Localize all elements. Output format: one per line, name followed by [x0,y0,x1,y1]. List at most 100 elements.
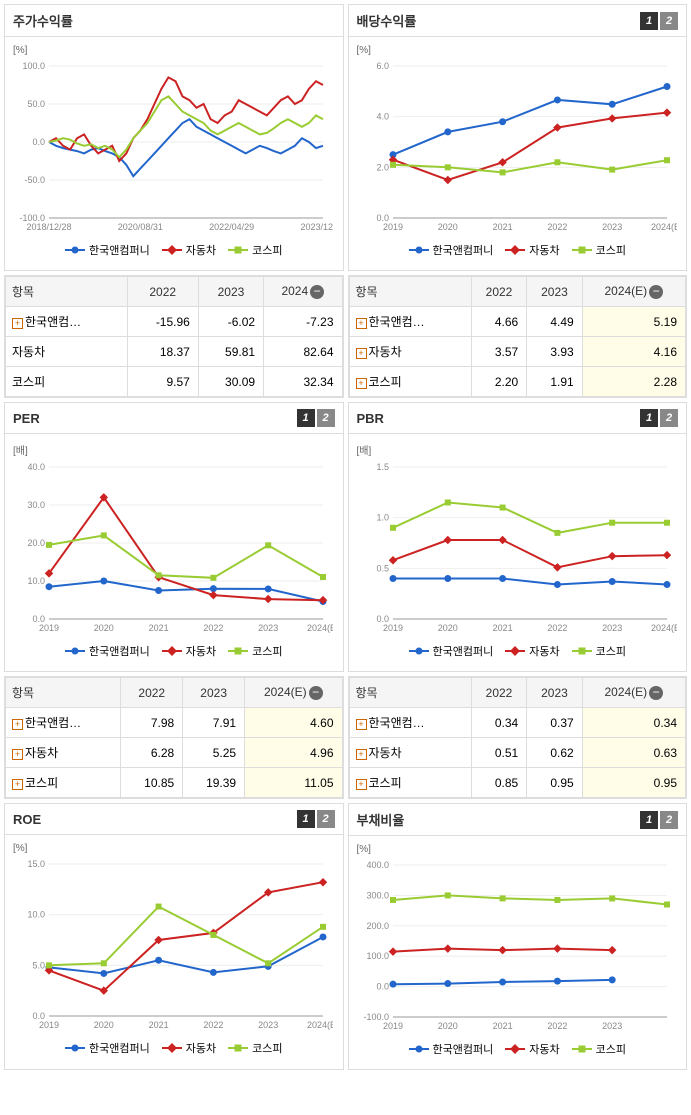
tab-2[interactable]: 2 [317,409,335,427]
collapse-icon[interactable]: − [649,686,663,700]
table-cell: -7.23 [264,307,342,337]
legend-item: 코스피 [572,643,626,659]
table-cell: 19.39 [183,768,245,798]
table-row: +코스피2.201.912.28 [349,367,686,397]
expand-icon[interactable]: + [356,378,367,389]
svg-text:2023: 2023 [258,623,278,633]
legend-item: 한국앤컴퍼니 [65,1040,150,1056]
panel-title: 배당수익률 [357,11,417,30]
svg-text:2024(E): 2024(E) [307,1020,333,1030]
table-header: 2023 [527,678,582,708]
table-header: 2024− [264,277,342,307]
svg-text:100.0: 100.0 [366,951,389,961]
table-cell: 18.37 [127,337,198,367]
tab-group: 12 [640,409,678,427]
svg-text:2020: 2020 [437,623,457,633]
table-row: +한국앤컴…-15.96-6.02-7.23 [6,307,343,337]
svg-text:0.5: 0.5 [376,563,389,573]
legend-marker-icon [409,249,429,251]
chart-area: [%]-100.00.0100.0200.0300.0400.020192020… [349,836,687,1069]
tab-2[interactable]: 2 [317,810,335,828]
chart-panel-debt_ratio: 부채비율12[%]-100.00.0100.0200.0300.0400.020… [348,803,688,1070]
legend-item: 한국앤컴퍼니 [409,643,494,659]
unit-label: [배] [13,442,335,457]
legend-item: 코스피 [228,242,282,258]
row-label: +자동차 [349,738,471,768]
panel-header: 부채비율 12 [349,804,687,836]
expand-icon[interactable]: + [356,318,367,329]
svg-text:2019: 2019 [382,623,402,633]
tab-2[interactable]: 2 [660,12,678,30]
legend-label: 한국앤컴퍼니 [433,1041,494,1057]
tab-2[interactable]: 2 [660,409,678,427]
legend-label: 자동차 [186,1040,216,1056]
tab-2[interactable]: 2 [660,811,678,829]
tab-1[interactable]: 1 [297,409,315,427]
table-row: +코스피10.8519.3911.05 [6,768,343,798]
expand-icon[interactable]: + [356,749,367,760]
collapse-icon[interactable]: − [310,285,324,299]
table-cell: 9.57 [127,367,198,397]
table-row: 코스피9.5730.0932.34 [6,367,343,397]
row-label: +한국앤컴… [349,307,471,337]
chart-legend: 한국앤컴퍼니 자동차 코스피 [13,1036,335,1060]
expand-icon[interactable]: + [12,749,23,760]
legend-marker-icon [409,650,429,652]
expand-icon[interactable]: + [356,719,367,730]
svg-text:2023: 2023 [602,623,622,633]
data-table: 항목202220232024(E)−+한국앤컴…7.987.914.60+자동차… [5,677,343,798]
legend-item: 코스피 [228,1040,282,1056]
legend-marker-icon [505,650,525,652]
chart-svg: 0.010.020.030.040.0201920202021202220232… [13,459,333,639]
chart-panel-price_return: 주가수익률[%]-100.0-50.00.050.0100.02018/12/2… [4,4,344,271]
table-cell: 4.49 [527,307,582,337]
expand-icon[interactable]: + [12,779,23,790]
legend-label: 자동차 [529,242,559,258]
chart-area: [%]-100.0-50.00.050.0100.02018/12/282020… [5,37,343,270]
svg-text:15.0: 15.0 [27,859,45,869]
svg-text:0.0: 0.0 [376,982,389,992]
panel-title: 부채비율 [357,810,405,829]
table-cell: 2.28 [582,367,685,397]
collapse-icon[interactable]: − [649,285,663,299]
expand-icon[interactable]: + [12,318,23,329]
tab-1[interactable]: 1 [640,12,658,30]
tab-1[interactable]: 1 [297,810,315,828]
row-label: 코스피 [6,367,128,397]
collapse-icon[interactable]: − [309,686,323,700]
table-header: 2022 [121,678,183,708]
legend-label: 자동차 [529,1041,559,1057]
legend-marker-icon [228,650,248,652]
panel-header: 배당수익률 12 [349,5,687,37]
expand-icon[interactable]: + [356,348,367,359]
legend-label: 한국앤컴퍼니 [89,643,150,659]
table-row: +코스피0.850.950.95 [349,768,686,798]
panel-header: ROE12 [5,804,343,835]
table-cell: 10.85 [121,768,183,798]
legend-item: 자동차 [162,643,216,659]
tab-1[interactable]: 1 [640,409,658,427]
svg-text:2023: 2023 [602,1021,622,1031]
table-row: +한국앤컴…4.664.495.19 [349,307,686,337]
expand-icon[interactable]: + [12,719,23,730]
table-cell: 4.60 [245,708,342,738]
panel-header: PER12 [5,403,343,434]
legend-item: 코스피 [228,643,282,659]
legend-marker-icon [228,1047,248,1049]
expand-icon[interactable]: + [356,779,367,790]
svg-text:2020: 2020 [437,1021,457,1031]
unit-label: [배] [357,442,679,457]
legend-label: 코스피 [596,1041,626,1057]
row-label: +한국앤컴… [6,307,128,337]
table-row: +자동차6.285.254.96 [6,738,343,768]
svg-text:40.0: 40.0 [27,462,45,472]
chart-svg: 0.05.010.015.0201920202021202220232024(E… [13,856,333,1036]
table-cell: 0.95 [527,768,582,798]
tab-1[interactable]: 1 [640,811,658,829]
legend-marker-icon [409,1048,429,1050]
table-header-row: 항목202220232024(E)− [6,678,343,708]
tab-group: 12 [297,409,335,427]
table-cell: 0.62 [527,738,582,768]
chart-legend: 한국앤컴퍼니자동차코스피 [13,238,335,262]
row-label: 자동차 [6,337,128,367]
